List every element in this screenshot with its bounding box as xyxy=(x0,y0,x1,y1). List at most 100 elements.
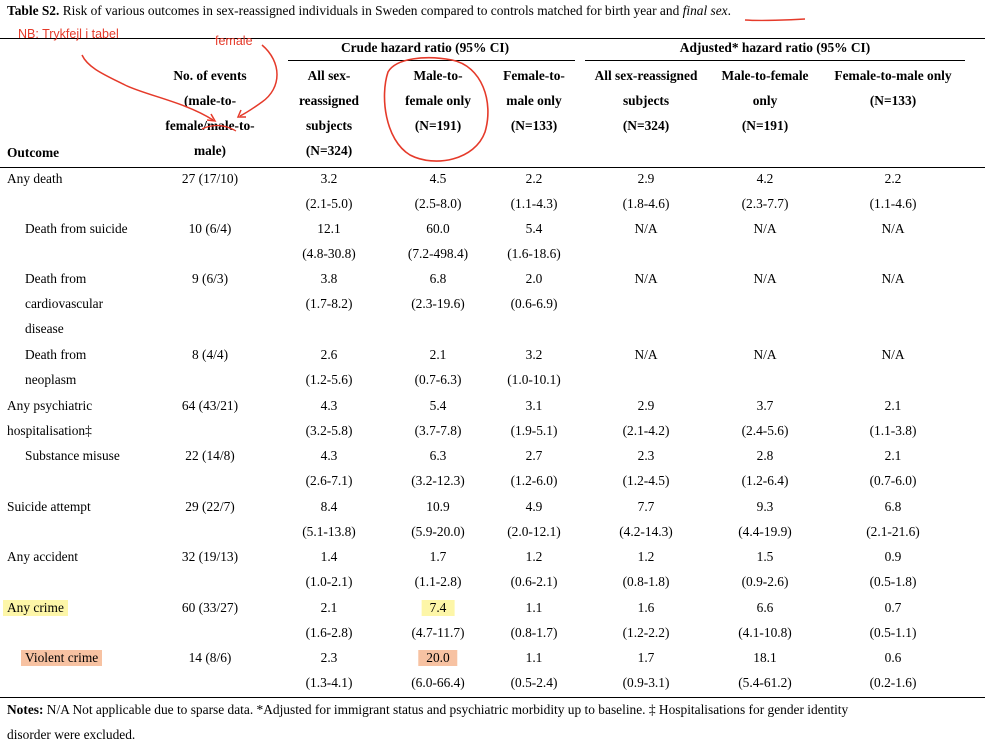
row-events: 32 (19/13) xyxy=(181,549,239,564)
row-confidence-interval: (1.3-4.1) xyxy=(305,675,353,690)
row-hazard-ratio: 4.5 xyxy=(429,171,447,186)
row-hazard-ratio: 1.2 xyxy=(525,549,543,564)
row-outcome: Any accident xyxy=(7,549,79,564)
row-events: 29 (22/7) xyxy=(185,499,235,514)
header-events-line: (male-to- xyxy=(183,93,237,108)
row-confidence-interval: (0.6-2.1) xyxy=(510,574,558,589)
row-confidence-interval: (0.8-1.8) xyxy=(622,574,670,589)
row-hazard-ratio: 1.2 xyxy=(637,549,655,564)
row-hazard-ratio: 0.6 xyxy=(884,650,902,665)
row-outcome: disease xyxy=(25,321,64,336)
row-outcome: Any crime xyxy=(3,600,68,616)
row-hazard-ratio: 6.8 xyxy=(884,499,902,514)
row-hazard-ratio: 9.3 xyxy=(756,499,774,514)
row-hazard-ratio: N/A xyxy=(881,271,905,286)
caption-label: Table S2. xyxy=(7,3,60,18)
row-events: 10 (6/4) xyxy=(188,221,232,236)
row-outcome: Violent crime xyxy=(21,650,103,666)
row-hazard-ratio: N/A xyxy=(634,221,658,236)
header-crude-all-line: (N=324) xyxy=(305,143,353,158)
row-hazard-ratio: 1.4 xyxy=(320,549,338,564)
header-adj-mtf-line: Male-to-female xyxy=(721,68,809,83)
row-hazard-ratio: 18.1 xyxy=(753,650,777,665)
row-hazard-ratio: 1.5 xyxy=(756,549,774,564)
row-confidence-interval: (2.1-21.6) xyxy=(866,524,920,539)
row-hazard-ratio: 6.3 xyxy=(429,448,447,463)
row-confidence-interval: (0.5-1.8) xyxy=(869,574,917,589)
row-confidence-interval: (0.9-2.6) xyxy=(741,574,789,589)
row-hazard-ratio: 2.2 xyxy=(525,171,543,186)
row-confidence-interval: (7.2-498.4) xyxy=(407,246,469,261)
row-confidence-interval: (1.8-4.6) xyxy=(622,196,670,211)
row-hazard-ratio: 20.0 xyxy=(418,650,458,666)
row-confidence-interval: (2.6-7.1) xyxy=(305,473,353,488)
group-header-adjusted: Adjusted* hazard ratio (95% CI) xyxy=(679,40,871,55)
row-hazard-ratio: N/A xyxy=(634,347,658,362)
row-confidence-interval: (1.2-6.4) xyxy=(741,473,789,488)
row-confidence-interval: (1.1-3.8) xyxy=(869,423,917,438)
row-hazard-ratio: 4.3 xyxy=(320,448,338,463)
annotation-underline-final-sex xyxy=(744,18,806,22)
row-hazard-ratio: N/A xyxy=(881,347,905,362)
row-hazard-ratio: 0.9 xyxy=(884,549,902,564)
row-hazard-ratio: 2.1 xyxy=(884,448,902,463)
row-hazard-ratio: 1.7 xyxy=(637,650,655,665)
header-events-line: No. of events xyxy=(173,68,247,83)
header-adj-all-line: All sex-reassigned xyxy=(594,68,698,83)
row-confidence-interval: (1.0-2.1) xyxy=(305,574,353,589)
row-confidence-interval: (0.8-1.7) xyxy=(510,625,558,640)
row-confidence-interval: (4.8-30.8) xyxy=(302,246,356,261)
row-hazard-ratio: 2.9 xyxy=(637,398,655,413)
header-events-line: female/male-to- xyxy=(165,118,255,133)
row-hazard-ratio: 2.1 xyxy=(320,600,338,615)
row-hazard-ratio: 2.7 xyxy=(525,448,543,463)
row-events: 14 (8/6) xyxy=(188,650,232,665)
header-crude-ftm-line: (N=133) xyxy=(510,118,558,133)
row-outcome: Any death xyxy=(7,171,63,186)
row-hazard-ratio: 3.2 xyxy=(320,171,338,186)
row-confidence-interval: (4.2-14.3) xyxy=(619,524,673,539)
row-confidence-interval: (4.1-10.8) xyxy=(738,625,792,640)
row-hazard-ratio: 5.4 xyxy=(429,398,447,413)
row-events: 27 (17/10) xyxy=(181,171,239,186)
header-crude-mtf-line: (N=191) xyxy=(414,118,462,133)
row-hazard-ratio: 7.7 xyxy=(637,499,655,514)
row-events: 60 (33/27) xyxy=(181,600,239,615)
row-hazard-ratio: 4.2 xyxy=(756,171,774,186)
row-hazard-ratio: 10.9 xyxy=(426,499,450,514)
header-crude-all-line: subjects xyxy=(305,118,353,133)
row-confidence-interval: (1.6-18.6) xyxy=(507,246,561,261)
row-confidence-interval: (3.2-12.3) xyxy=(411,473,465,488)
row-hazard-ratio: 3.1 xyxy=(525,398,543,413)
row-confidence-interval: (2.1-5.0) xyxy=(305,196,353,211)
notes-line-2: disorder were excluded. xyxy=(7,727,136,742)
header-crude-mtf-line: female only xyxy=(405,93,471,108)
row-outcome: Death from xyxy=(25,271,87,286)
row-confidence-interval: (4.7-11.7) xyxy=(411,625,465,640)
row-hazard-ratio: 1.1 xyxy=(525,650,543,665)
row-confidence-interval: (1.1-4.6) xyxy=(869,196,917,211)
notes-text-1: N/A Not applicable due to sparse data. *… xyxy=(43,702,849,717)
row-confidence-interval: (1.2-2.2) xyxy=(622,625,670,640)
row-hazard-ratio: N/A xyxy=(753,221,777,236)
header-crude-all-line: reassigned xyxy=(298,93,360,108)
row-confidence-interval: (2.3-19.6) xyxy=(411,296,465,311)
row-hazard-ratio: 1.7 xyxy=(429,549,447,564)
row-confidence-interval: (2.1-4.2) xyxy=(622,423,670,438)
row-confidence-interval: (3.7-7.8) xyxy=(414,423,462,438)
bottom-rule xyxy=(0,697,985,698)
table-caption: Table S2. Risk of various outcomes in se… xyxy=(7,3,731,19)
row-confidence-interval: (3.2-5.8) xyxy=(305,423,353,438)
row-outcome: Death from xyxy=(25,347,87,362)
row-confidence-interval: (2.4-5.6) xyxy=(741,423,789,438)
header-adj-all-line: subjects xyxy=(622,93,670,108)
row-outcome: Any psychiatric xyxy=(7,398,93,413)
row-confidence-interval: (1.7-8.2) xyxy=(305,296,353,311)
adjusted-underline xyxy=(585,60,965,61)
row-events: 9 (6/3) xyxy=(191,271,229,286)
row-outcome: neoplasm xyxy=(25,372,77,387)
row-confidence-interval: (1.2-5.6) xyxy=(305,372,353,387)
row-hazard-ratio: 2.1 xyxy=(429,347,447,362)
row-hazard-ratio: 2.6 xyxy=(320,347,338,362)
row-outcome: Substance misuse xyxy=(25,448,120,463)
